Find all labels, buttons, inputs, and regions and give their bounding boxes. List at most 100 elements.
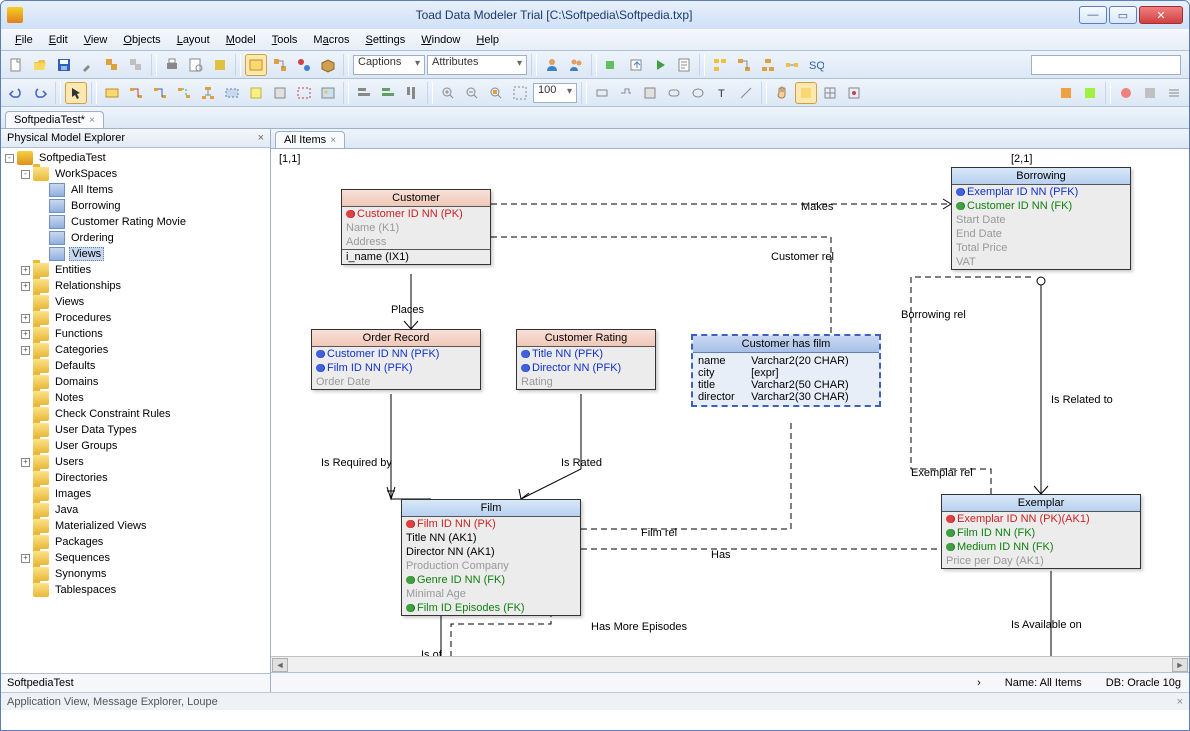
diagram3-icon[interactable] [757, 54, 779, 76]
view-icon[interactable] [221, 82, 243, 104]
tree-node[interactable]: Check Constraint Rules [1, 406, 270, 422]
canvas-tab-close-icon[interactable]: × [330, 135, 336, 146]
tree-node[interactable]: Customer Rating Movie [1, 214, 270, 230]
entity-icon[interactable] [245, 54, 267, 76]
zoom-out-icon[interactable] [461, 82, 483, 104]
minimize-button[interactable]: — [1079, 6, 1107, 24]
collapse-icon[interactable]: - [21, 170, 30, 179]
tool3-icon[interactable] [125, 54, 147, 76]
align2-icon[interactable] [377, 82, 399, 104]
text-icon[interactable]: T [711, 82, 733, 104]
tree-node[interactable]: Domains [1, 374, 270, 390]
canvas-tab-allitems[interactable]: All Items × [275, 131, 345, 148]
users-icon[interactable] [565, 54, 587, 76]
align3-icon[interactable] [401, 82, 423, 104]
tree-node[interactable]: Defaults [1, 358, 270, 374]
tree-node[interactable]: -WorkSpaces [1, 166, 270, 182]
tree-node[interactable]: +Categories [1, 342, 270, 358]
expand-icon[interactable]: + [21, 282, 30, 291]
search-input[interactable] [1031, 55, 1181, 75]
opt3-icon[interactable] [1115, 82, 1137, 104]
menu-settings[interactable]: Settings [359, 32, 411, 48]
tree-node[interactable]: Directories [1, 470, 270, 486]
entity-order_record[interactable]: Order RecordCustomer ID NN (PFK)Film ID … [311, 329, 481, 390]
tree-node[interactable]: Notes [1, 390, 270, 406]
script-icon[interactable] [673, 54, 695, 76]
user-icon[interactable] [541, 54, 563, 76]
entity-film[interactable]: FilmFilm ID NN (PK)Title NN (AK1)Directo… [401, 499, 581, 616]
stamp-icon[interactable] [269, 82, 291, 104]
menu-file[interactable]: File [9, 32, 39, 48]
collapse-icon[interactable]: - [5, 154, 14, 163]
entity-customer_rating[interactable]: Customer RatingTitle NN (PFK)Director NN… [516, 329, 656, 390]
expand-icon[interactable]: + [21, 314, 30, 323]
tree-node[interactable]: Views [1, 246, 270, 262]
tree-node[interactable]: +Users [1, 454, 270, 470]
entity-exemplar[interactable]: ExemplarExemplar ID NN (PK)(AK1)Film ID … [941, 494, 1141, 569]
undo-icon[interactable] [5, 82, 27, 104]
explorer-close-icon[interactable]: × [258, 132, 264, 144]
entity-customer[interactable]: CustomerCustomer ID NN (PK)Name (K1)Addr… [341, 189, 491, 265]
tool5-icon[interactable] [269, 54, 291, 76]
expand-icon[interactable]: + [21, 554, 30, 563]
redo-icon[interactable] [29, 82, 51, 104]
diagram-canvas[interactable]: [1,1] [2,1] [271, 149, 1189, 656]
tool6-icon[interactable] [293, 54, 315, 76]
tool2-icon[interactable] [101, 54, 123, 76]
align1-icon[interactable] [353, 82, 375, 104]
status-close-icon[interactable]: × [1177, 696, 1183, 708]
tree-node[interactable]: +Relationships [1, 278, 270, 294]
image-icon[interactable] [317, 82, 339, 104]
tree-node[interactable]: +Functions [1, 326, 270, 342]
add-entity-icon[interactable] [101, 82, 123, 104]
menu-macros[interactable]: Macros [307, 32, 355, 48]
shape2-icon[interactable] [615, 82, 637, 104]
close-tab-icon[interactable]: × [89, 115, 95, 126]
tree-node[interactable]: +Entities [1, 262, 270, 278]
tree-node[interactable]: Materialized Views [1, 518, 270, 534]
doc-tab-softpediatest[interactable]: SoftpediaTest* × [5, 111, 104, 128]
snap-icon[interactable] [843, 82, 865, 104]
tree-node[interactable]: Ordering [1, 230, 270, 246]
maximize-button[interactable]: ▭ [1109, 6, 1137, 24]
opt2-icon[interactable] [1079, 82, 1101, 104]
zoom-in-icon[interactable] [437, 82, 459, 104]
tree-node[interactable]: User Groups [1, 438, 270, 454]
diagram2-icon[interactable] [733, 54, 755, 76]
menu-view[interactable]: View [78, 32, 114, 48]
tree-node[interactable]: All Items [1, 182, 270, 198]
attributes-combo[interactable]: Attributes [427, 55, 527, 75]
diagram4-icon[interactable] [781, 54, 803, 76]
canvas-hscroll[interactable]: ◄ ► [271, 656, 1189, 672]
expand-icon[interactable]: + [21, 346, 30, 355]
category-icon[interactable] [293, 82, 315, 104]
new-icon[interactable] [5, 54, 27, 76]
rel1-icon[interactable] [125, 82, 147, 104]
menu-help[interactable]: Help [470, 32, 505, 48]
menu-edit[interactable]: Edit [43, 32, 74, 48]
menu-window[interactable]: Window [415, 32, 466, 48]
scroll-right-icon[interactable]: ► [1172, 658, 1188, 672]
menu-tools[interactable]: Tools [266, 32, 304, 48]
opt5-icon[interactable] [1163, 82, 1185, 104]
tree-node[interactable]: Images [1, 486, 270, 502]
preview-icon[interactable] [185, 54, 207, 76]
highlight-icon[interactable] [795, 82, 817, 104]
captions-combo[interactable]: Captions [353, 55, 425, 75]
opt1-icon[interactable] [1055, 82, 1077, 104]
tree-node[interactable]: +Sequences [1, 550, 270, 566]
tree-node[interactable]: Tablespaces [1, 582, 270, 598]
play-icon[interactable] [649, 54, 671, 76]
package-icon[interactable] [317, 54, 339, 76]
expand-icon[interactable]: + [21, 266, 30, 275]
scroll-left-icon[interactable]: ◄ [272, 658, 288, 672]
menu-objects[interactable]: Objects [117, 32, 166, 48]
zoom-fit-icon[interactable] [485, 82, 507, 104]
tree-node[interactable]: Java [1, 502, 270, 518]
close-button[interactable]: ✕ [1139, 6, 1183, 24]
tool-icon[interactable] [77, 54, 99, 76]
tree-node[interactable]: -SoftpediaTest [1, 150, 270, 166]
shape5-icon[interactable] [687, 82, 709, 104]
tree-node[interactable]: Borrowing [1, 198, 270, 214]
explorer-tree[interactable]: -SoftpediaTest-WorkSpacesAll ItemsBorrow… [1, 148, 270, 673]
